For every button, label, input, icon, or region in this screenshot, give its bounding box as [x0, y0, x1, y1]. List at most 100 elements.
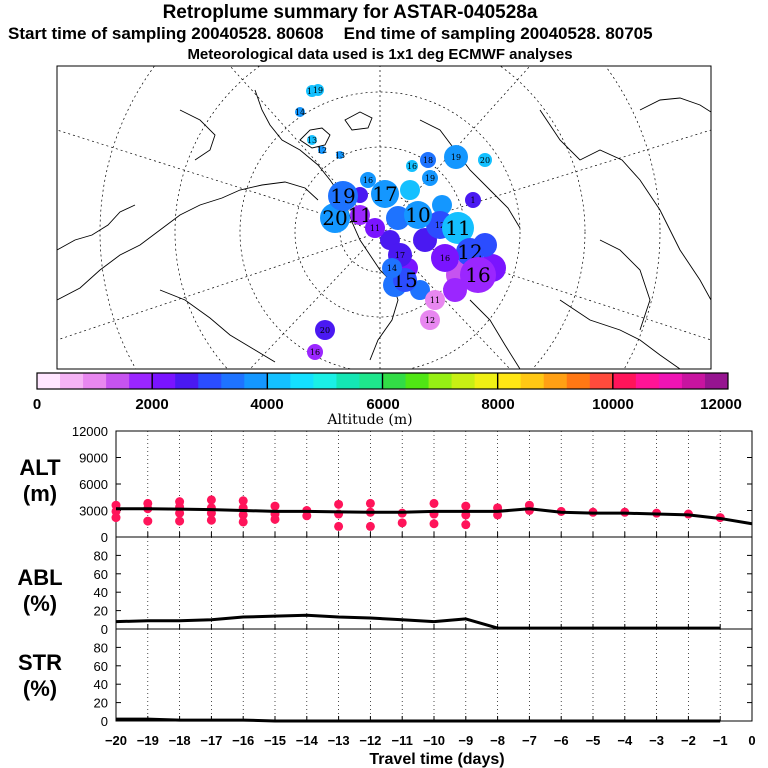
plume-bubble — [444, 145, 468, 169]
str-panel: 0 20 40 60 80 — [94, 628, 753, 729]
plume-day-label: 16 — [440, 254, 450, 263]
plume-bubble — [420, 152, 436, 168]
x-tick-label: −5 — [586, 733, 601, 748]
colorbar-tick: 6000 — [366, 396, 399, 413]
sampling-times: Start time of sampling 20040528. 80608 En… — [8, 24, 653, 44]
sample-point — [461, 501, 471, 511]
sample-point — [461, 520, 471, 530]
x-tick-label: −13 — [328, 733, 350, 748]
sample-point — [429, 498, 439, 508]
end-time: End time of sampling 20040528. 80705 — [343, 24, 653, 43]
x-tick-label: −3 — [649, 733, 664, 748]
altitude-colorbar — [36, 372, 729, 390]
plume-day-label: 11 — [445, 216, 470, 240]
plume-bubble — [360, 172, 376, 188]
plume-bubble — [312, 84, 324, 96]
x-tick-label: −19 — [137, 733, 159, 748]
abl-ylabel: ABL (%) — [0, 565, 80, 617]
plume-day-label: 11 — [430, 296, 440, 305]
y-tick-label: 3000 — [79, 504, 108, 519]
x-tick-label: −16 — [232, 733, 254, 748]
colorbar-swatch — [451, 373, 476, 389]
plume-day-label: 11 — [370, 224, 380, 233]
colorbar-swatch — [244, 373, 268, 389]
colorbar-swatch — [589, 373, 614, 389]
colorbar-swatch — [497, 373, 522, 389]
chart-title: Retroplume summary for ASTAR-040528a — [162, 2, 538, 23]
plume-day-label: 12 — [425, 316, 435, 325]
y-tick-label: 6000 — [79, 477, 108, 492]
sample-point — [206, 495, 216, 505]
map-frame — [56, 65, 712, 370]
abl-ylabel-line2: (%) — [22, 591, 58, 616]
alt-ylabel: ALT (m) — [0, 455, 80, 507]
plume-day-label: 16 — [465, 263, 490, 287]
x-tick-label: −12 — [359, 733, 381, 748]
x-tick-label: 0 — [748, 733, 755, 748]
alt-ylabel-line2: (m) — [22, 481, 58, 506]
plume-bubble — [442, 212, 474, 244]
plume-bubble — [307, 135, 317, 145]
colorbar-swatch — [221, 373, 245, 389]
plume-bubble — [318, 146, 326, 154]
sample-point — [175, 508, 185, 518]
plume-day-label: 19 — [451, 153, 461, 162]
plume-day-label: 18 — [307, 87, 317, 96]
plume-bubble — [465, 192, 481, 208]
plume-day-label: 16 — [407, 162, 417, 171]
sample-point — [365, 521, 375, 531]
series-line — [116, 507, 753, 526]
coastlines — [57, 89, 711, 369]
sample-point — [334, 499, 344, 509]
colorbar-tick: 8000 — [481, 396, 514, 413]
y-tick-label: 40 — [94, 585, 108, 600]
sample-point — [334, 521, 344, 531]
abl-panel: 0 20 40 60 80 — [94, 536, 753, 637]
colorbar-swatch — [313, 373, 337, 389]
start-time: Start time of sampling 20040528. 80608 — [8, 24, 324, 43]
y-tick-label: 0 — [101, 530, 108, 545]
y-tick-label: 20 — [94, 604, 108, 619]
plume-day-label: 13 — [307, 136, 317, 145]
y-tick-label: 0 — [101, 714, 108, 729]
colorbar-swatch — [681, 373, 706, 389]
x-tick-label: −20 — [105, 733, 127, 748]
x-tick-label: −2 — [681, 733, 696, 748]
plume-day-label: 17 — [395, 251, 405, 260]
str-ylabel: STR (%) — [0, 650, 80, 702]
plume-bubble — [431, 244, 459, 272]
y-tick-label: 20 — [94, 696, 108, 711]
plume-bubble — [382, 258, 402, 278]
sample-point — [365, 498, 375, 508]
x-tick-label: −1 — [713, 733, 728, 748]
colorbar-swatch — [382, 373, 407, 389]
plume-bubble — [365, 218, 385, 238]
sample-point — [238, 517, 248, 527]
colorbar-tick-labels: 0 2000 4000 6000 8000 10000 12000 — [33, 396, 742, 413]
plume-bubble — [307, 344, 323, 360]
x-tick-label: −8 — [490, 733, 505, 748]
sample-point — [143, 516, 153, 526]
sample-point — [238, 496, 248, 506]
plume-bubble — [328, 181, 358, 211]
plume-day-label: 19 — [425, 174, 435, 183]
met-data-note: Meteorological data used is 1x1 deg ECMW… — [187, 46, 573, 63]
colorbar-swatch — [658, 373, 683, 389]
colorbar-swatch — [474, 373, 499, 389]
colorbar-swatch — [405, 373, 430, 389]
alt-panel: 0 3000 6000 9000 12000 — [72, 424, 753, 545]
colorbar-tick: 12000 — [700, 396, 742, 413]
plume-bubble — [420, 310, 440, 330]
plume-bubble — [432, 195, 452, 215]
plume-day-label: 12 — [435, 221, 445, 230]
plume-day-label: 20 — [480, 156, 490, 165]
colorbar-swatch — [336, 373, 360, 389]
plume-day-label: 17 — [372, 182, 397, 206]
colorbar-swatch — [290, 373, 314, 389]
plume-bubble — [371, 180, 399, 208]
sample-point — [175, 516, 185, 526]
alt-ylabel-line1: ALT — [19, 455, 61, 480]
colorbar-label: Altitude (m) — [326, 412, 412, 428]
